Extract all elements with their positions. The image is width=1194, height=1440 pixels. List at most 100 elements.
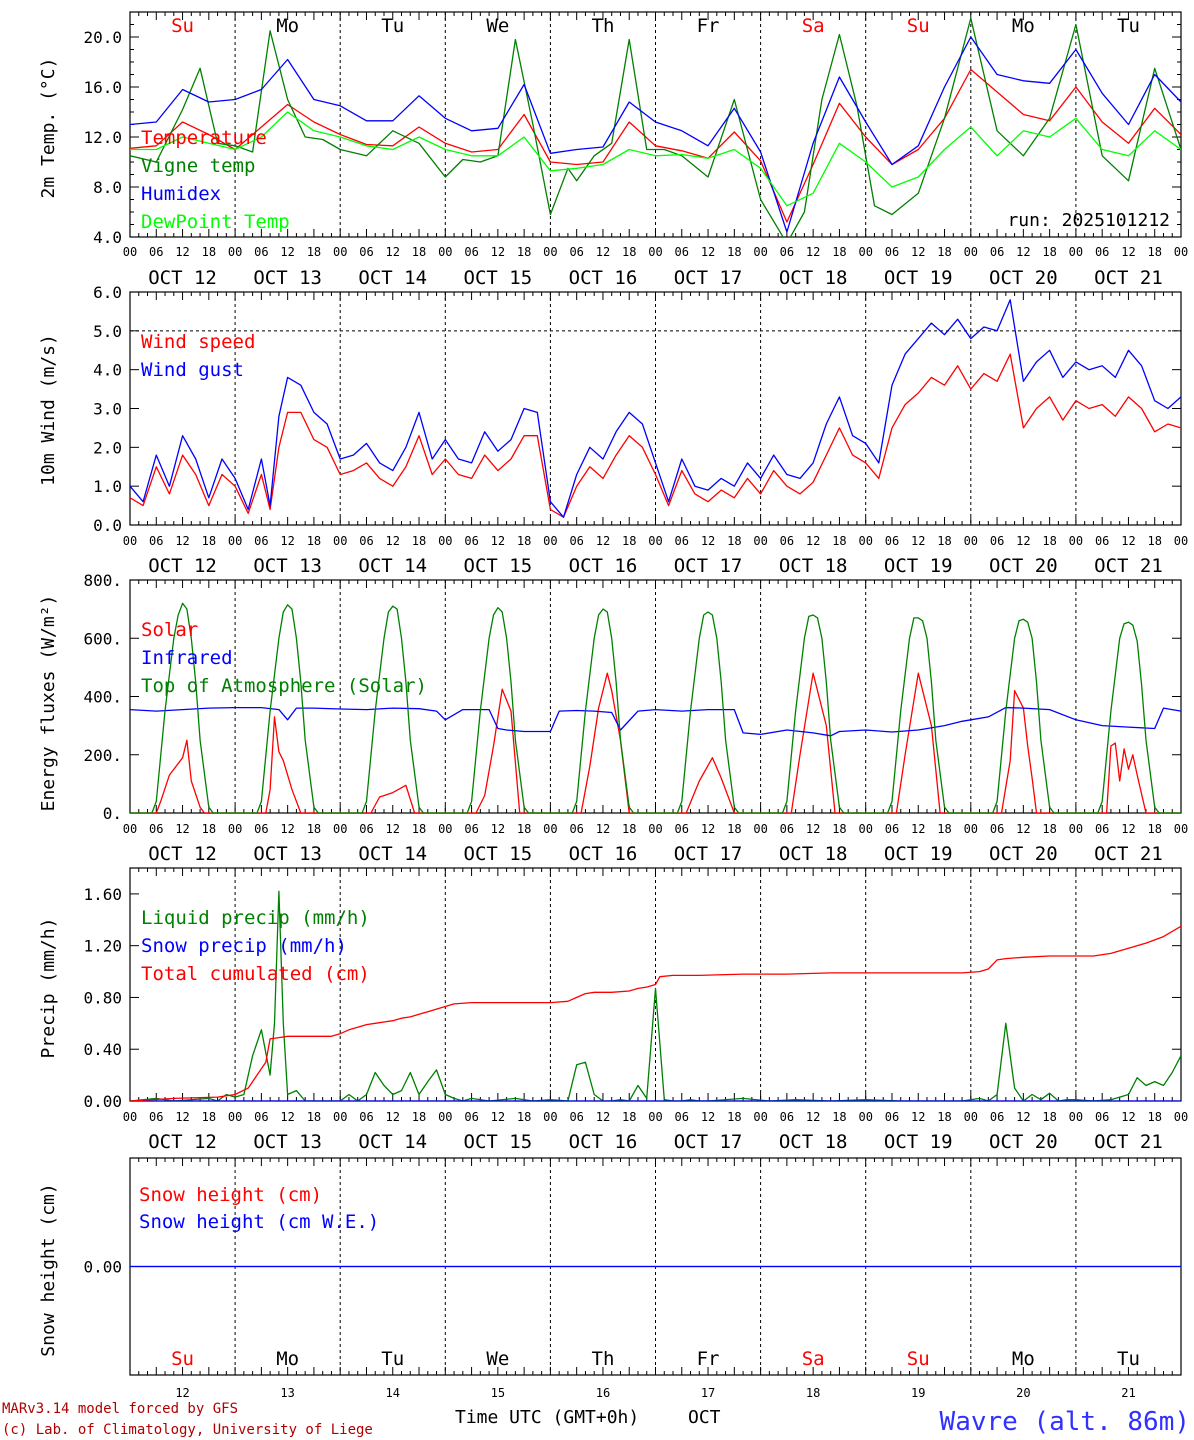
hour-label: 06 [359, 1110, 373, 1124]
y-tick-label: 0. [103, 804, 122, 823]
hour-label: 06 [359, 245, 373, 259]
hour-label: 12 [596, 534, 610, 548]
panel-2: 0.0 1.0 2.0 3.0 4.0 5.0 6.0 10m Wind (m/s) Wind … [38, 283, 1188, 577]
hour-label: 00 [228, 822, 242, 836]
day-name: Mo [1012, 1348, 1035, 1370]
hour-label: 06 [675, 1110, 689, 1124]
y-axis-title: 10m Wind (m/s) [38, 334, 59, 486]
y-axis-title: Precip (mm/h) [38, 918, 59, 1059]
hour-label: 18 [1147, 822, 1161, 836]
hour-label: 00 [438, 245, 452, 259]
hour-label: 00 [123, 1110, 137, 1124]
hour-label: 18 [517, 822, 531, 836]
legend-entry: Humidex [141, 183, 221, 205]
series-line-wind-speed [130, 353, 1181, 518]
date-label: OCT 14 [358, 555, 427, 577]
day-number: 12 [175, 1386, 189, 1400]
hour-label: 00 [438, 1110, 452, 1124]
date-label: OCT 14 [358, 267, 427, 289]
day-name: Th [592, 15, 615, 37]
date-label: OCT 13 [253, 555, 322, 577]
y-axis-title: 2m Temp. (°C) [38, 58, 59, 199]
hour-label: 00 [1069, 1110, 1083, 1124]
hour-label: 06 [990, 245, 1004, 259]
hour-label: 06 [990, 822, 1004, 836]
hour-label: 18 [412, 534, 426, 548]
y-tick-label: 2.0 [93, 438, 122, 457]
hour-label: 12 [386, 822, 400, 836]
hour-label: 12 [386, 534, 400, 548]
series-line-humidex [130, 36, 1181, 233]
hour-label: 00 [964, 1110, 978, 1124]
hour-label: 18 [937, 534, 951, 548]
hour-label: 06 [149, 1110, 163, 1124]
hour-label: 12 [1016, 245, 1030, 259]
day-number: 20 [1016, 1386, 1030, 1400]
hour-label: 06 [675, 534, 689, 548]
hour-label: 18 [307, 534, 321, 548]
hour-label: 18 [727, 1110, 741, 1124]
hour-label: 06 [885, 245, 899, 259]
hour-label: 12 [911, 1110, 925, 1124]
day-name: Su [171, 15, 194, 37]
date-label: OCT 12 [148, 1131, 217, 1153]
hour-label: 06 [780, 1110, 794, 1124]
date-label: OCT 21 [1094, 1131, 1163, 1153]
hour-label: 00 [753, 1110, 767, 1124]
hour-label: 00 [228, 245, 242, 259]
day-number: 21 [1121, 1386, 1135, 1400]
hour-label: 18 [622, 1110, 636, 1124]
day-name: Fr [697, 15, 720, 37]
hour-label: 00 [228, 534, 242, 548]
day-name: Su [907, 15, 930, 37]
day-number: 13 [280, 1386, 294, 1400]
hour-label: 06 [885, 1110, 899, 1124]
hour-label: 00 [1069, 534, 1083, 548]
hour-label: 00 [964, 534, 978, 548]
y-tick-label: 4.0 [93, 361, 122, 380]
hour-label: 18 [412, 822, 426, 836]
y-tick-label: 400. [83, 688, 122, 707]
hour-label: 12 [596, 245, 610, 259]
hour-label: 18 [307, 1110, 321, 1124]
hour-label: 06 [780, 534, 794, 548]
legend-entry: Wind gust [141, 359, 244, 381]
hour-label: 00 [648, 822, 662, 836]
date-label: OCT 15 [464, 1131, 533, 1153]
hour-label: 12 [280, 245, 294, 259]
y-tick-label: 20.0 [83, 28, 122, 47]
hour-label: 18 [832, 822, 846, 836]
x-axis-month: OCT [688, 1407, 721, 1428]
hour-label: 18 [832, 1110, 846, 1124]
hour-label: 06 [254, 822, 268, 836]
hour-label: 00 [1174, 534, 1188, 548]
date-label: OCT 17 [674, 267, 743, 289]
hour-label: 12 [491, 822, 505, 836]
hour-label: 18 [202, 1110, 216, 1124]
y-tick-label: 3.0 [93, 400, 122, 419]
date-label: OCT 20 [989, 1131, 1058, 1153]
series-line-temperature [130, 68, 1181, 223]
hour-label: 00 [858, 534, 872, 548]
hour-label: 12 [1016, 822, 1030, 836]
hour-label: 18 [1042, 1110, 1056, 1124]
hour-label: 18 [517, 1110, 531, 1124]
day-name: Tu [381, 15, 404, 37]
legend-entry: Snow height (cm W.E.) [139, 1211, 379, 1233]
station-name: Wavre (alt. 86m) [940, 1407, 1190, 1437]
date-label: OCT 14 [358, 843, 427, 865]
hour-label: 06 [990, 534, 1004, 548]
hour-label: 12 [1016, 534, 1030, 548]
hour-label: 06 [254, 1110, 268, 1124]
hour-label: 18 [622, 534, 636, 548]
day-name: Mo [1012, 15, 1035, 37]
hour-label: 12 [280, 534, 294, 548]
panel-4: 0.00 0.40 0.80 1.20 1.60 Precip (mm/h) Liquid … [38, 867, 1188, 1153]
date-label: OCT 15 [464, 555, 533, 577]
hour-label: 18 [622, 245, 636, 259]
hour-label: 12 [280, 1110, 294, 1124]
hour-label: 12 [1121, 822, 1135, 836]
hour-label: 18 [202, 534, 216, 548]
hour-label: 12 [491, 245, 505, 259]
hour-label: 00 [858, 1110, 872, 1124]
